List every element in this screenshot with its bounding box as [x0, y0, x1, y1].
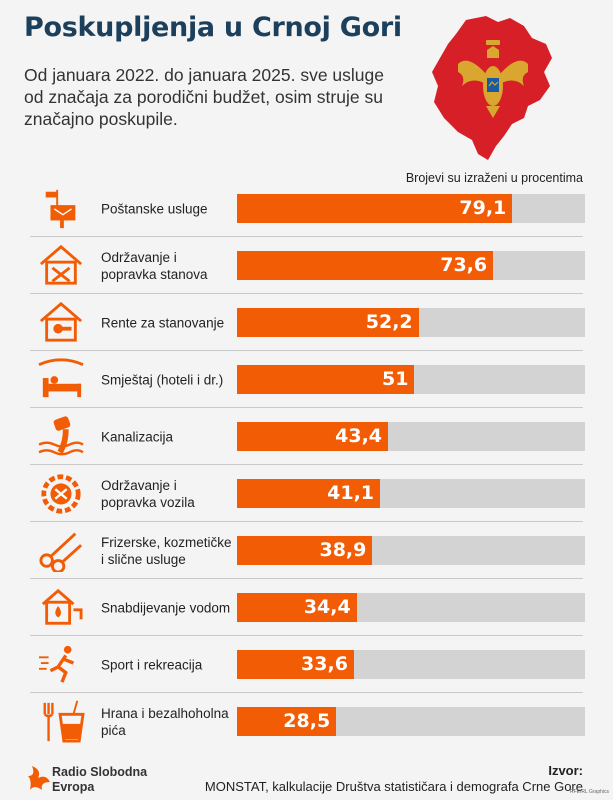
source-label: Izvor:	[548, 763, 583, 778]
row-divider	[30, 464, 583, 465]
bar-value-label: 52,2	[365, 311, 413, 333]
bar: 28,5	[237, 707, 337, 736]
scissors-icon	[36, 528, 86, 574]
bar-value-label: 79,1	[459, 197, 507, 219]
row-divider	[30, 236, 583, 237]
bar-value-label: 38,9	[319, 539, 367, 561]
montenegro-map-icon	[432, 16, 552, 160]
page-subtitle: Od januara 2022. do januara 2025. sve us…	[24, 65, 384, 129]
row-divider	[30, 578, 583, 579]
category-label: Frizerske, kozmetičke i slične usluge	[101, 534, 232, 567]
bar-row: Snabdijevanje vodom 34,4	[0, 579, 613, 636]
rfe-logo-text: Radio Slobodna Evropa	[52, 765, 148, 794]
bed-icon	[36, 357, 86, 401]
bar-value-label: 34,4	[303, 596, 351, 618]
bar: 51	[237, 365, 415, 394]
bar-row: Rente za stanovanje 52,2	[0, 294, 613, 351]
graphics-credit: RFE/RL Graphics	[570, 789, 609, 795]
runner-icon	[36, 642, 86, 686]
bar: 38,9	[237, 536, 373, 565]
bar-track: 33,6	[237, 650, 585, 679]
bar-track: 28,5	[237, 707, 585, 736]
bar-value-label: 43,4	[335, 425, 383, 447]
row-divider	[30, 692, 583, 693]
bar: 79,1	[237, 194, 513, 223]
bar-value-label: 73,6	[440, 254, 488, 276]
car-repair-gear-icon	[36, 471, 86, 515]
row-divider	[30, 521, 583, 522]
bar: 41,1	[237, 479, 381, 508]
category-label: Održavanje i popravka stanova	[101, 249, 208, 282]
bar-value-label: 51	[382, 368, 409, 390]
category-label: Snabdijevanje vodom	[101, 600, 231, 615]
bar: 73,6	[237, 251, 494, 280]
water-house-icon	[36, 585, 86, 629]
row-divider	[30, 407, 583, 408]
bar: 34,4	[237, 593, 357, 622]
category-label: Sport i rekreacija	[101, 657, 203, 672]
food-drink-icon	[36, 699, 86, 743]
row-divider	[30, 293, 583, 294]
bar-row: Hrana i bezalhoholna pića 28,5	[0, 693, 613, 750]
bar-value-label: 41,1	[327, 482, 375, 504]
bar-row: Smještaj (hoteli i dr.) 51	[0, 351, 613, 408]
bar-row: Poštanske usluge 79,1	[0, 180, 613, 237]
bar-value-label: 28,5	[283, 710, 331, 732]
category-label: Smještaj (hoteli i dr.)	[101, 372, 224, 387]
rfe-logo-icon	[28, 766, 50, 790]
category-label: Kanalizacija	[101, 429, 174, 444]
bar-row: Održavanje i popravka stanova 73,6	[0, 237, 613, 294]
row-divider	[30, 635, 583, 636]
row-divider	[30, 350, 583, 351]
bar-row: Sport i rekreacija 33,6	[0, 636, 613, 693]
bar-track: 41,1	[237, 479, 585, 508]
bar-track: 52,2	[237, 308, 585, 337]
bar: 43,4	[237, 422, 389, 451]
bar: 33,6	[237, 650, 354, 679]
bar-track: 51	[237, 365, 585, 394]
category-label: Održavanje i popravka vozila	[101, 477, 195, 510]
bar-row: Održavanje i popravka vozila 41,1	[0, 465, 613, 522]
bar-track: 34,4	[237, 593, 585, 622]
mailbox-icon	[36, 186, 86, 230]
unit-note: Brojevi su izraženi u procentima	[405, 171, 583, 185]
category-label: Rente za stanovanje	[101, 315, 225, 330]
bar-track: 73,6	[237, 251, 585, 280]
bar-track: 38,9	[237, 536, 585, 565]
bar-row: Kanalizacija 43,4	[0, 408, 613, 465]
source-text: MONSTAT, kalkulacije Društva statističar…	[204, 779, 583, 794]
page-title: Poskupljenja u Crnoj Gori	[24, 12, 402, 43]
rent-house-icon	[36, 300, 86, 344]
sewage-pipe-icon	[36, 414, 86, 458]
bar-track: 43,4	[237, 422, 585, 451]
house-repair-icon	[36, 243, 86, 287]
category-label: Hrana i bezalhoholna pića	[101, 705, 229, 738]
bar-value-label: 33,6	[301, 653, 348, 675]
category-label: Poštanske usluge	[101, 201, 208, 216]
bar: 52,2	[237, 308, 419, 337]
bar-row: Frizerske, kozmetičke i slične usluge 38,…	[0, 522, 613, 579]
bar-track: 79,1	[237, 194, 585, 223]
